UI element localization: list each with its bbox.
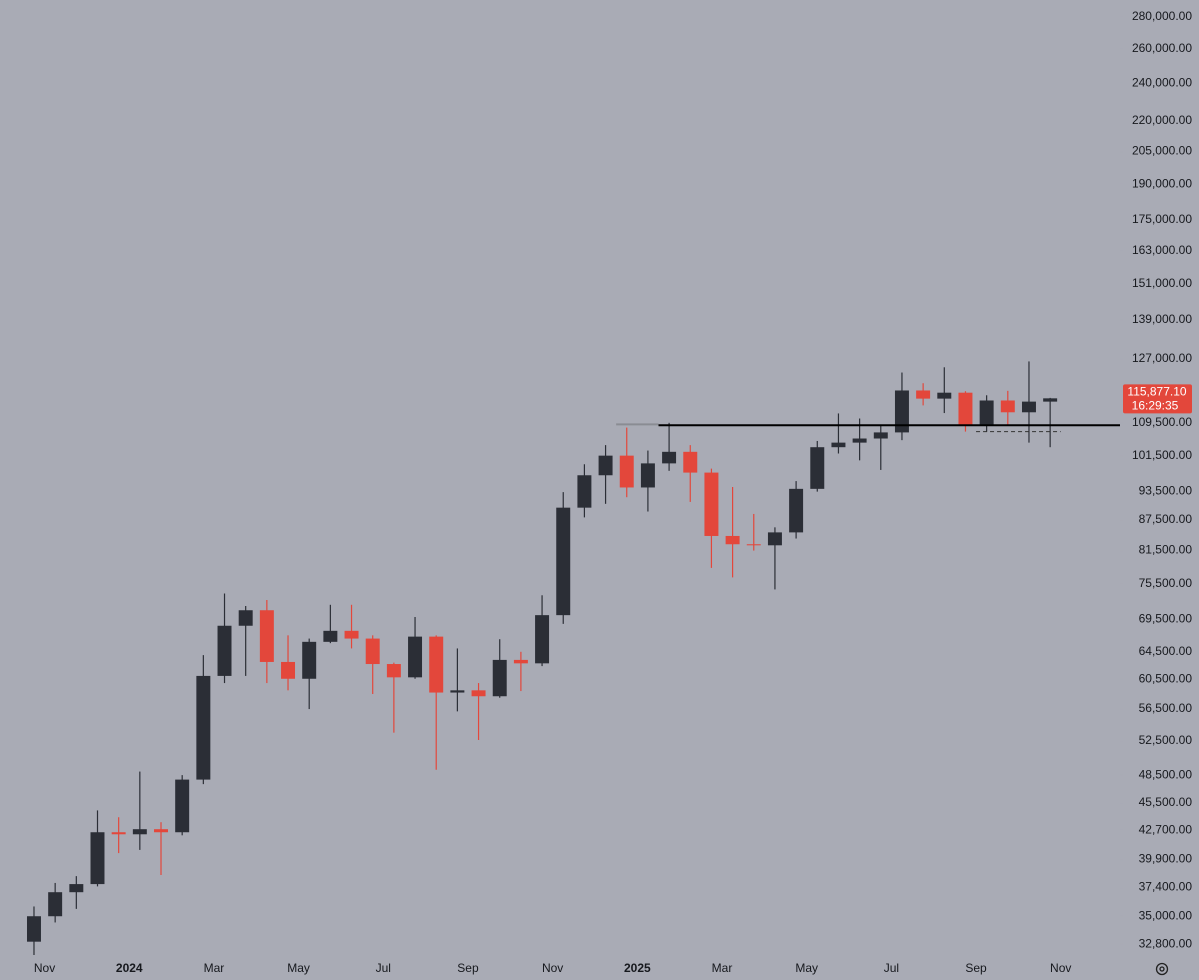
- y-tick-label: 64,500.00: [1139, 644, 1193, 658]
- candle-body: [69, 884, 84, 893]
- x-tick-label: Sep: [457, 961, 479, 975]
- candle-body: [873, 432, 888, 439]
- candle-body: [344, 630, 359, 639]
- y-tick-label: 139,000.00: [1132, 312, 1192, 326]
- y-tick-label: 151,000.00: [1132, 276, 1192, 290]
- candle-body: [894, 390, 909, 433]
- x-tick-label: Nov: [542, 961, 563, 975]
- y-tick-label: 163,000.00: [1132, 243, 1192, 257]
- last-price-tag: [1123, 384, 1192, 414]
- x-tick-label: 2025: [624, 961, 651, 975]
- candle-body: [640, 463, 655, 488]
- settings-icon[interactable]: [1155, 962, 1169, 976]
- y-tick-label: 52,500.00: [1139, 733, 1193, 747]
- candle-body: [683, 451, 698, 473]
- candle-body: [598, 455, 613, 476]
- candle-body: [386, 664, 401, 678]
- candle-body: [26, 916, 41, 942]
- y-tick-label: 280,000.00: [1132, 9, 1192, 23]
- candle-body: [1000, 400, 1015, 413]
- candle-body: [48, 892, 63, 917]
- candle-body: [725, 535, 740, 545]
- x-tick-label: Mar: [712, 961, 733, 975]
- y-tick-label: 48,500.00: [1139, 767, 1193, 781]
- x-tick-label: Nov: [34, 961, 55, 975]
- y-tick-label: 60,500.00: [1139, 672, 1193, 686]
- candle-body: [281, 661, 296, 679]
- candle-body: [789, 488, 804, 533]
- candle-body: [662, 451, 677, 464]
- candle-body: [852, 438, 867, 443]
- candle-body: [471, 690, 486, 697]
- candle-body: [111, 832, 126, 835]
- candle-body: [577, 475, 592, 508]
- candle-body: [619, 455, 634, 488]
- candle-body: [429, 636, 444, 693]
- candle-body: [1043, 398, 1058, 402]
- countdown-label: 16:29:35: [1132, 399, 1179, 413]
- y-tick-label: 35,000.00: [1139, 908, 1193, 922]
- y-tick-label: 75,500.00: [1139, 576, 1193, 590]
- y-tick-label: 56,500.00: [1139, 701, 1193, 715]
- candle-body: [154, 829, 168, 833]
- candle-body: [937, 392, 952, 399]
- candle-body: [1021, 401, 1036, 413]
- y-tick-label: 220,000.00: [1132, 113, 1192, 127]
- y-tick-label: 81,500.00: [1139, 543, 1193, 557]
- y-tick-label: 87,500.00: [1139, 512, 1193, 526]
- last-price-label: 115,877.10: [1127, 385, 1186, 399]
- candle-body: [365, 638, 380, 665]
- y-tick-label: 175,000.00: [1132, 212, 1192, 226]
- candle-body: [132, 829, 147, 835]
- y-tick-label: 260,000.00: [1132, 41, 1192, 55]
- y-tick-label: 101,500.00: [1132, 448, 1192, 462]
- candle-body: [810, 447, 825, 489]
- y-tick-label: 42,700.00: [1139, 822, 1193, 836]
- candle-body: [450, 690, 465, 693]
- candle-body: [302, 641, 317, 679]
- candle-body: [90, 832, 105, 885]
- y-tick-label: 240,000.00: [1132, 76, 1192, 90]
- x-tick-label: 2024: [116, 961, 143, 975]
- x-tick-label: Nov: [1050, 961, 1071, 975]
- candle-body: [767, 532, 782, 546]
- candle-body: [831, 442, 846, 448]
- candle-body: [238, 610, 253, 626]
- candle-body: [535, 615, 550, 664]
- candle-body: [408, 636, 423, 678]
- candle-body: [979, 400, 994, 425]
- candle-body: [958, 392, 973, 425]
- candle-body: [916, 390, 931, 399]
- candle-body: [196, 675, 211, 780]
- x-tick-label: May: [287, 961, 310, 975]
- x-tick-label: Jul: [376, 961, 391, 975]
- y-tick-label: 32,800.00: [1139, 936, 1193, 950]
- candle-body: [556, 507, 571, 616]
- y-tick-label: 127,000.00: [1132, 351, 1192, 365]
- candle-body: [513, 659, 528, 664]
- y-tick-label: 109,500.00: [1132, 415, 1192, 429]
- candle-body: [746, 544, 761, 546]
- candle-body: [217, 625, 232, 676]
- y-tick-label: 205,000.00: [1132, 144, 1192, 158]
- y-tick-label: 37,400.00: [1139, 880, 1193, 894]
- candle-body: [492, 659, 507, 697]
- candle-body: [259, 610, 274, 662]
- y-tick-label: 190,000.00: [1132, 177, 1192, 191]
- candle-body: [175, 779, 190, 833]
- y-tick-label: 93,500.00: [1139, 483, 1193, 497]
- x-tick-label: May: [795, 961, 818, 975]
- candle-body: [323, 630, 338, 642]
- x-tick-label: Jul: [884, 961, 899, 975]
- y-tick-label: 39,900.00: [1139, 852, 1193, 866]
- x-tick-label: Mar: [204, 961, 225, 975]
- y-tick-label: 69,500.00: [1139, 612, 1193, 626]
- x-tick-label: Sep: [965, 961, 987, 975]
- candle-body: [704, 472, 719, 536]
- y-tick-label: 45,500.00: [1139, 795, 1193, 809]
